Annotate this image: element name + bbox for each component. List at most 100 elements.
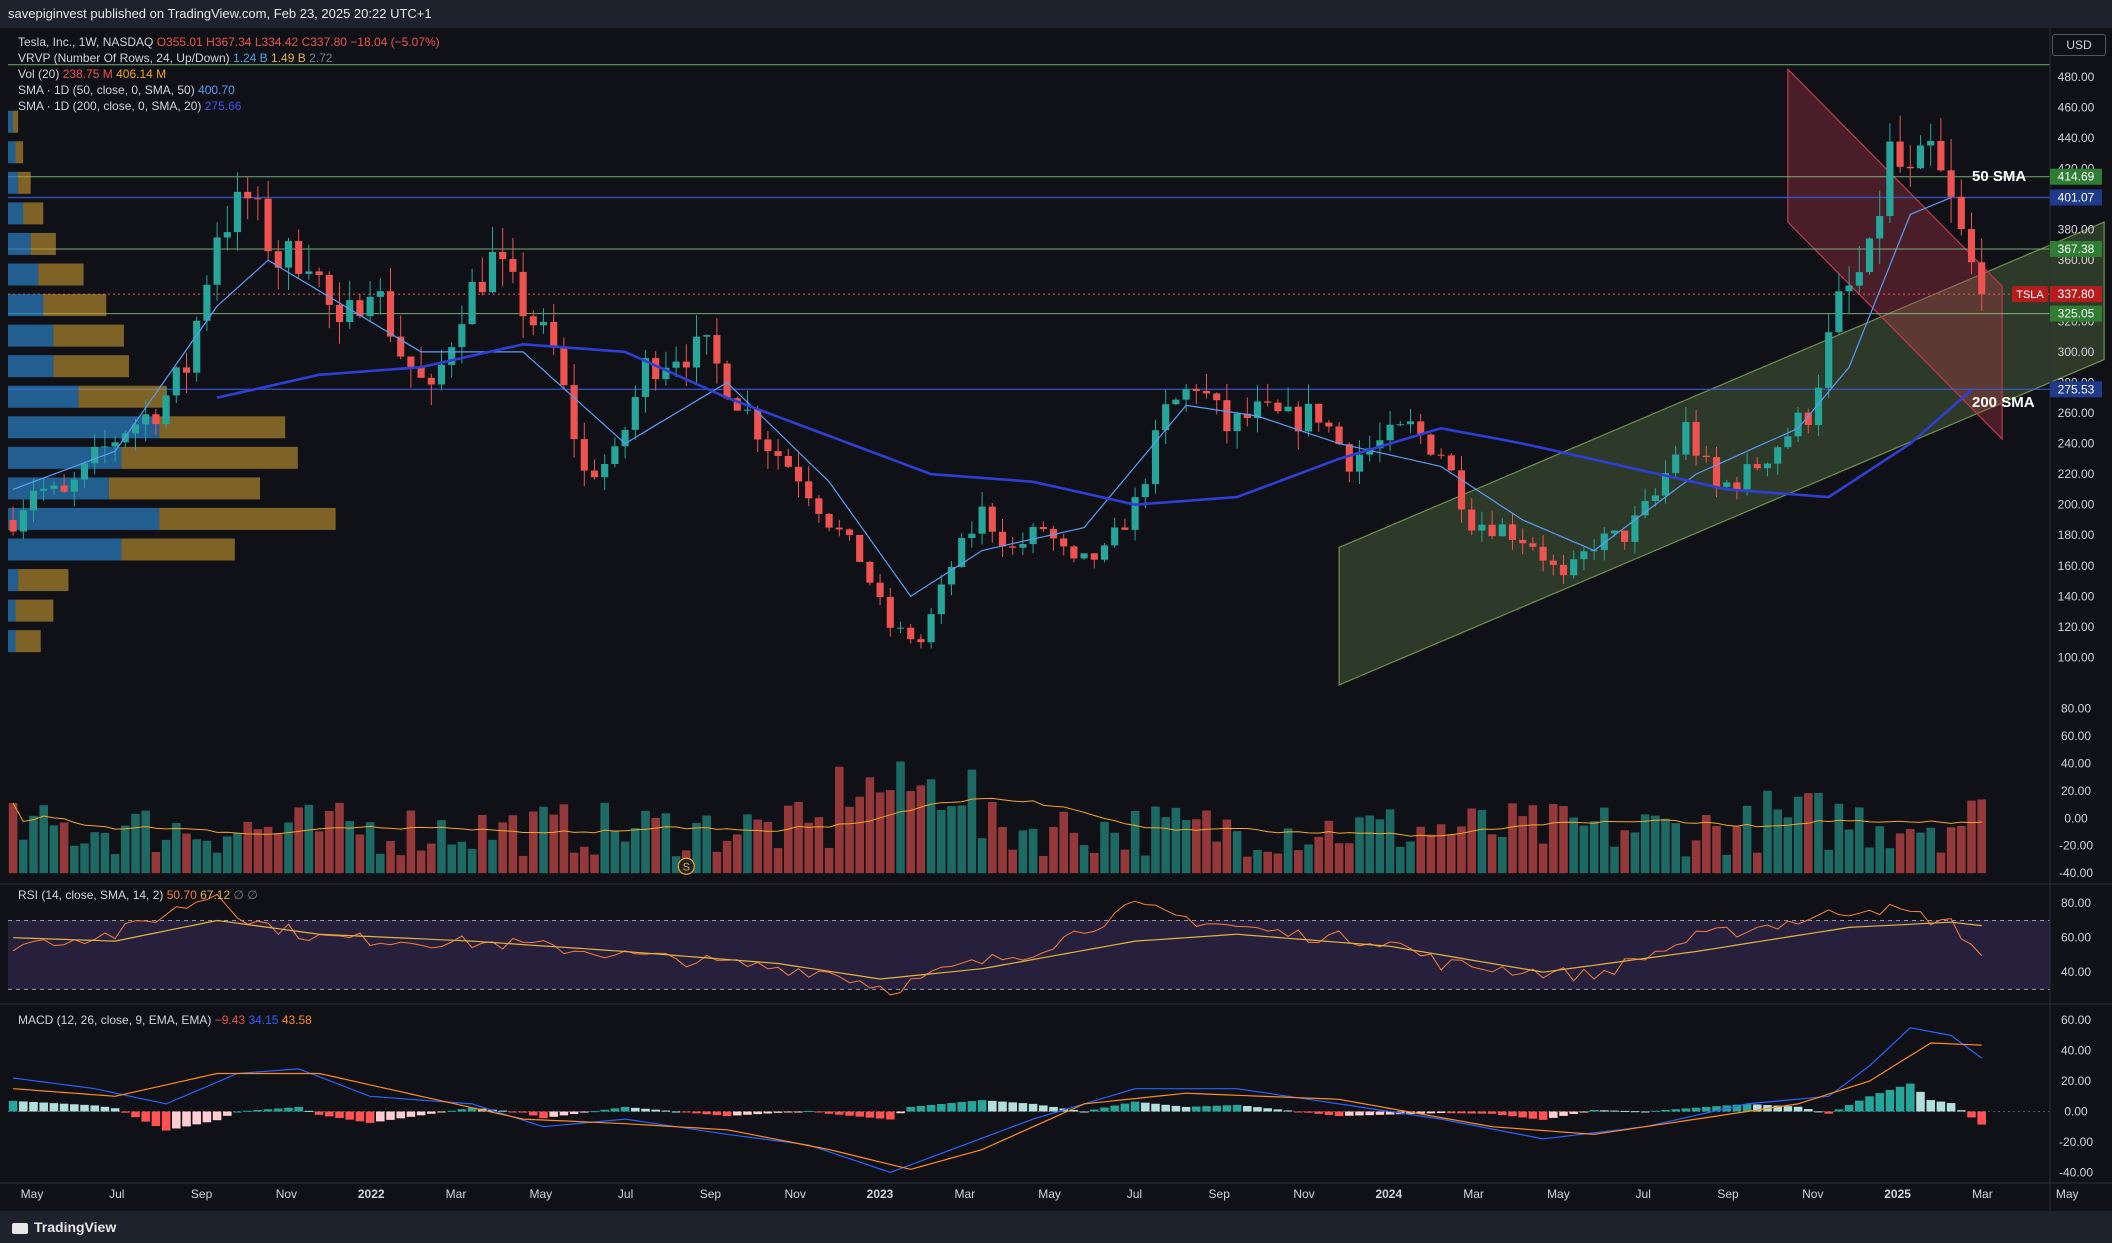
macd-histogram-bar — [998, 1101, 1007, 1112]
x-tick-label: Mar — [954, 1187, 975, 1201]
legend: Tesla, Inc., 1W, NASDAQ O355.01 H367.34 … — [18, 34, 440, 114]
volume-bar — [1732, 826, 1742, 874]
volume-bar — [1008, 849, 1017, 874]
candle — [1692, 422, 1700, 456]
price-tag-label: 337.80 — [2058, 287, 2095, 301]
legend-rsi-v1: 50.70 — [166, 888, 197, 902]
legend-sma50[interactable]: SMA · 1D (50, close, 0, SMA, 50) — [18, 83, 195, 97]
volume-bar — [90, 832, 99, 874]
y-tick-label: 60.00 — [2061, 1013, 2091, 1027]
candle — [213, 237, 221, 285]
candle — [1335, 426, 1343, 445]
macd-histogram-bar — [1691, 1107, 1701, 1112]
price-tag-label: 367.38 — [2058, 242, 2095, 256]
legend-sma200[interactable]: SMA · 1D (200, close, 0, SMA, 20) — [18, 99, 202, 113]
y-tick-label: 180.00 — [2058, 528, 2095, 542]
candle — [519, 271, 527, 317]
published-header: savepiginvest published on TradingView.c… — [0, 0, 2112, 28]
macd-histogram-bar — [916, 1105, 926, 1112]
legend-vol[interactable]: Vol (20) — [18, 67, 60, 81]
split-marker[interactable] — [677, 857, 695, 875]
macd-histogram-bar — [1661, 1109, 1670, 1112]
macd-histogram-bar — [1069, 1109, 1079, 1112]
candle — [907, 627, 915, 640]
volume-bar — [886, 790, 895, 874]
macd-histogram-bar — [223, 1111, 232, 1116]
macd-histogram-bar — [580, 1111, 589, 1113]
macd-histogram-bar — [1508, 1111, 1517, 1117]
x-tick-label: Sep — [1209, 1187, 1231, 1201]
legend-vrvp[interactable]: VRVP (Number Of Rows, 24, Up/Down) — [18, 51, 230, 65]
macd-histogram-bar — [345, 1111, 354, 1120]
candle — [1753, 464, 1761, 469]
candle — [80, 463, 89, 480]
vrvp-down-bar — [18, 171, 31, 194]
volume-bar — [773, 848, 783, 874]
y-tick-label: 40.00 — [2061, 1044, 2091, 1058]
volume-bar — [416, 850, 426, 874]
y-tick-label: 380.00 — [2058, 223, 2095, 237]
candle — [335, 304, 344, 323]
legend-vrvp-down: 1.49 B — [271, 51, 306, 65]
vrvp-down-bar — [53, 324, 124, 347]
volume-bar — [508, 815, 518, 874]
macd-histogram-bar — [1967, 1111, 1976, 1118]
macd-histogram-bar — [1406, 1111, 1415, 1114]
x-tick-label: May — [21, 1187, 44, 1201]
y-tick-label: 160.00 — [2058, 559, 2095, 573]
candle — [1253, 401, 1262, 419]
y-tick-label: 20.00 — [2061, 1074, 2091, 1088]
macd-histogram-bar — [1385, 1111, 1395, 1115]
chart-canvas[interactable]: S 100.00 120.00 140.00 160.00 180.00 200.00 22… — [0, 28, 2112, 1211]
tradingview-logo[interactable]: TradingView — [12, 1211, 116, 1243]
volume-bar — [1457, 826, 1466, 874]
volume-bar — [1814, 793, 1823, 874]
candle — [1865, 238, 1874, 273]
volume-bar — [722, 840, 732, 874]
macd-histogram-bar — [1753, 1104, 1762, 1112]
price-tag — [2050, 286, 2102, 303]
macd-histogram-bar — [1202, 1106, 1211, 1112]
candle — [835, 527, 843, 530]
candle — [1651, 495, 1659, 501]
y-tick-label: 300.00 — [2058, 345, 2095, 359]
currency-button[interactable]: USD — [2052, 34, 2106, 56]
candle — [1202, 390, 1211, 394]
volume-bar — [1549, 803, 1558, 874]
volume-bar — [865, 777, 875, 874]
candle — [274, 251, 282, 268]
y-tick-label: 220.00 — [2058, 467, 2095, 481]
x-tick-label: Mar — [1463, 1187, 1484, 1201]
candle — [1325, 422, 1333, 427]
macd-histogram-bar — [1640, 1111, 1650, 1113]
candle — [70, 479, 78, 492]
macd-histogram-bar — [1844, 1104, 1854, 1112]
candle — [1304, 403, 1313, 432]
y-tick-label: 80.00 — [2061, 702, 2091, 716]
candle — [1111, 527, 1119, 546]
macd-histogram-bar — [1018, 1103, 1028, 1112]
candle — [1845, 285, 1853, 292]
macd-histogram-bar — [182, 1111, 191, 1127]
macd-histogram-bar — [1834, 1109, 1844, 1112]
legend-vrvp-total: 2.72 — [309, 51, 333, 65]
candle — [1825, 332, 1833, 388]
split-marker-label: S — [683, 861, 690, 873]
legend-symbol[interactable]: Tesla, Inc., 1W, NASDAQ — [18, 35, 154, 49]
legend-close: C337.80 — [301, 35, 347, 49]
candle — [1029, 527, 1037, 545]
macd-histogram-bar — [1549, 1111, 1558, 1118]
rsi-ma-line — [13, 919, 1982, 980]
price-pane[interactable] — [8, 64, 2105, 686]
legend-macd-label[interactable]: MACD (12, 26, close, 9, EMA, EMA) — [18, 1013, 212, 1027]
x-tick-label: Nov — [276, 1187, 297, 1201]
volume-bar — [1844, 829, 1854, 874]
y-tick-label: 440.00 — [2058, 131, 2095, 145]
macd-histogram-bar — [671, 1111, 681, 1113]
volume-bar — [590, 854, 599, 874]
volume-bar — [1232, 831, 1242, 874]
candle — [1927, 140, 1935, 146]
legend-rsi-label[interactable]: RSI (14, close, SMA, 14, 2) — [18, 888, 164, 902]
volume-bar — [988, 802, 997, 874]
volume-bar — [1467, 808, 1476, 874]
